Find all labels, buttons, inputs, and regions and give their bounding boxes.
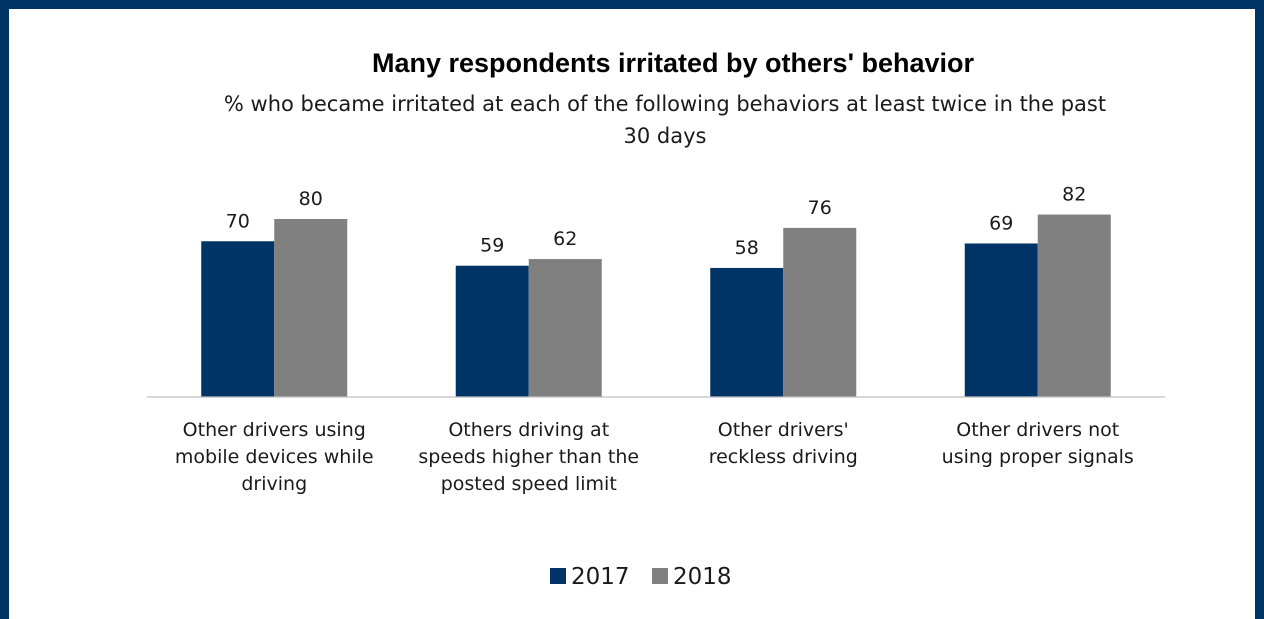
bar-2018-2	[528, 259, 602, 397]
chart-subtitle: % who became irritated at each of the fo…	[224, 92, 1106, 148]
category-label-1: Other drivers using mobile devices while d…	[175, 419, 374, 495]
bar-2017-1	[201, 241, 275, 397]
category-label-3: Other drivers' reckless driving	[709, 419, 858, 468]
bar-2018-3	[783, 227, 857, 397]
data-label-2017-2: 59	[480, 235, 504, 257]
category-label-4: Other drivers not using proper signals	[942, 419, 1134, 468]
data-label-2017-4: 69	[989, 212, 1013, 234]
category-label-line: driving	[241, 473, 307, 495]
bar-2017-3	[710, 267, 784, 397]
category-label-line: Other drivers'	[718, 419, 849, 441]
data-label-2018-1: 80	[299, 188, 323, 210]
chart-title: Many respondents irritated by others' be…	[372, 48, 975, 78]
legend-swatch-2018	[652, 568, 668, 584]
category-label-line: reckless driving	[709, 446, 858, 468]
category-label-line: posted speed limit	[441, 473, 617, 495]
bar-2017-2	[455, 265, 529, 397]
legend-swatch-2017	[550, 568, 566, 584]
category-label-line: Other drivers not	[956, 419, 1119, 441]
category-label-line: mobile devices while	[175, 446, 374, 468]
data-label-2017-1: 70	[226, 210, 250, 232]
bar-2018-1	[274, 219, 348, 397]
category-label-line: speeds higher than the	[418, 446, 639, 468]
chart-subtitle-line: % who became irritated at each of the fo…	[224, 92, 1106, 116]
chart-subtitle-line: 30 days	[624, 124, 707, 148]
data-label-2018-4: 82	[1062, 184, 1086, 206]
legend: 2017 2018	[550, 564, 732, 590]
category-label-2: Others driving at speeds higher than the p…	[418, 419, 639, 495]
bar-2017-4	[964, 243, 1038, 397]
category-label-line: Others driving at	[448, 419, 609, 441]
category-label-line: Other drivers using	[183, 419, 366, 441]
data-label-2018-3: 76	[808, 197, 832, 219]
legend-label-2017: 2017	[571, 564, 630, 590]
data-label-2017-3: 58	[735, 237, 759, 259]
category-label-line: using proper signals	[942, 446, 1134, 468]
bar-2018-4	[1037, 214, 1111, 397]
legend-label-2018: 2018	[673, 564, 732, 590]
data-label-2018-2: 62	[553, 228, 577, 250]
